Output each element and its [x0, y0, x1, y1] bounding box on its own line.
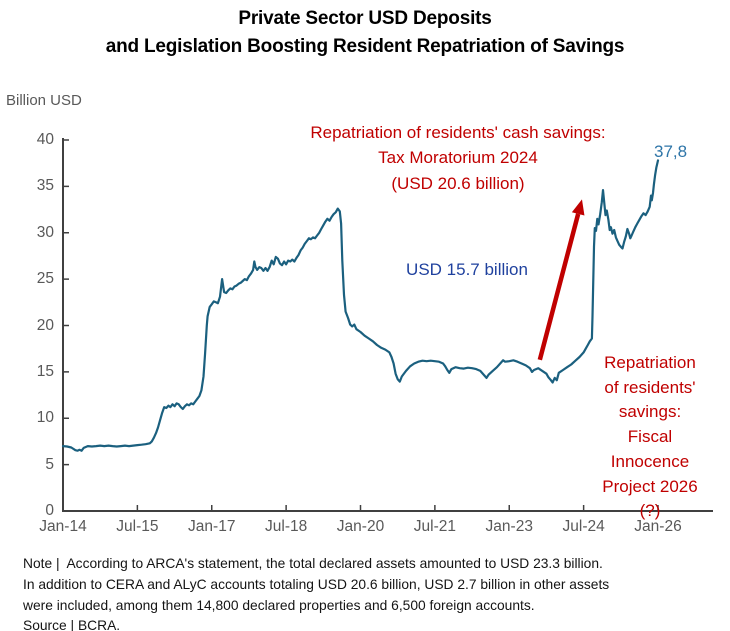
y-tick-label: 35 — [36, 177, 54, 195]
deposits-line — [61, 159, 660, 452]
annotation-endpoint-value: 37,8 — [654, 142, 688, 161]
x-tick-label: Jan-23 — [485, 518, 533, 535]
annotation-fiscal-line7: (?) — [639, 501, 661, 521]
annotation-fiscal-line6: Project 2026 — [602, 476, 698, 496]
x-tick-label: Jan-20 — [336, 518, 385, 535]
x-tick-label: Jan-14 — [39, 518, 87, 535]
x-tick-label: Jul-24 — [562, 518, 605, 535]
x-tick-label: Jul-15 — [116, 518, 159, 535]
footnote-source: Source | BCRA. — [23, 618, 121, 631]
footnote-line3: were included, among them 14,800 declare… — [23, 597, 535, 613]
annotation-tax-moratorium-line3: (USD 20.6 billion) — [391, 173, 525, 193]
y-tick-label: 30 — [36, 223, 54, 241]
annotation-fiscal-innocence: Repatriation of residents' savings: Fisc… — [580, 351, 720, 524]
x-tick-label: Jul-21 — [413, 518, 456, 535]
x-tick-label: Jan-17 — [188, 518, 236, 535]
annotation-tax-moratorium: Repatriation of residents' cash savings:… — [262, 120, 654, 196]
y-tick-label: 15 — [36, 362, 54, 380]
y-tick-label: 10 — [36, 409, 54, 427]
footnote-line1: Note | According to ARCA's statement, th… — [23, 556, 603, 571]
x-tick-label: Jul-18 — [265, 518, 308, 535]
y-axis-unit-label: Billion USD — [6, 92, 82, 109]
annotation-fiscal-line2: of residents' — [604, 377, 696, 397]
annotation-fiscal-line5: Innocence — [610, 451, 690, 471]
chart-title-line2: and Legislation Boosting Resident Repatr… — [105, 36, 625, 57]
annotation-tax-moratorium-line2: Tax Moratorium 2024 — [378, 148, 538, 168]
y-tick-label: 5 — [45, 455, 54, 473]
y-tick-label: 0 — [45, 502, 54, 519]
chart-title: Private Sector USD Deposits and Legislat… — [8, 5, 722, 61]
x-tick-label: Jan-26 — [634, 518, 682, 535]
annotation-usd-15-7-billion: USD 15.7 billion — [406, 260, 528, 279]
y-tick-label: 25 — [36, 270, 54, 288]
annotation-tax-moratorium-line1: Repatriation of residents' cash savings: — [310, 123, 606, 142]
annotation-fiscal-line3: savings: — [618, 402, 682, 422]
chart-title-line1: Private Sector USD Deposits — [238, 8, 492, 29]
footnote-line2: In addition to CERA and ALyC accounts to… — [23, 576, 610, 592]
trend-arrow-shaft — [537, 213, 581, 361]
trend-arrow-head — [571, 199, 585, 216]
annotation-fiscal-line4: Fiscal — [627, 427, 673, 447]
y-tick-label: 20 — [36, 316, 54, 334]
y-tick-label: 40 — [36, 131, 54, 148]
footnote: Note | According to ARCA's statement, th… — [23, 554, 723, 631]
annotation-fiscal-line1: Repatriation — [604, 353, 696, 372]
